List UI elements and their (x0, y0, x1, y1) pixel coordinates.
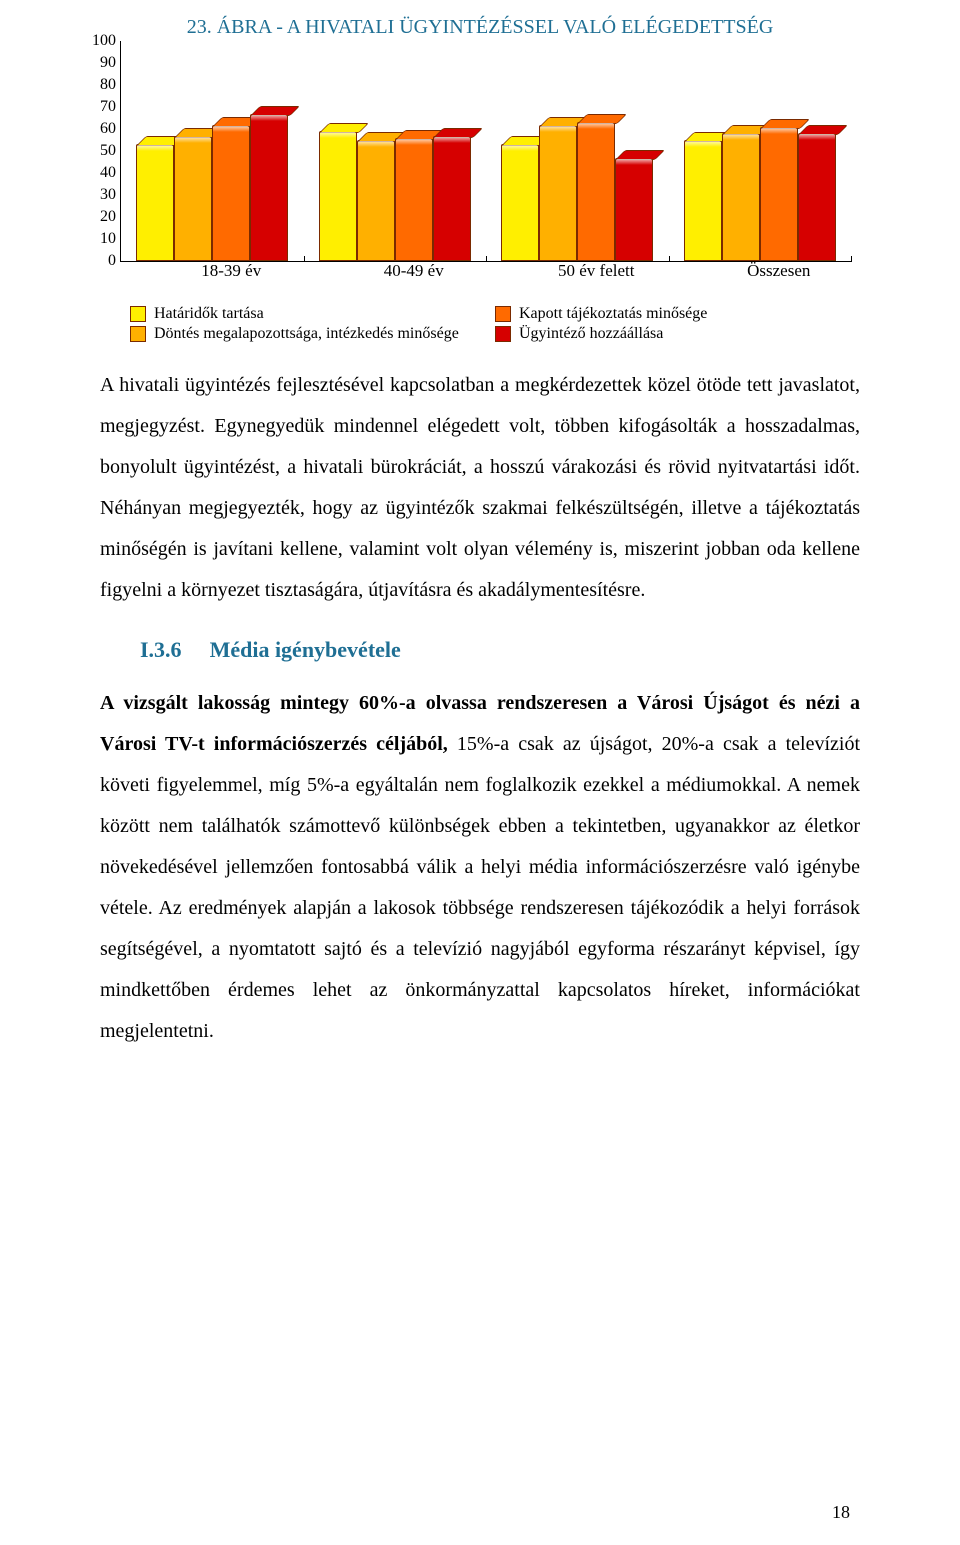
chart-bar (577, 122, 615, 261)
legend-swatch (495, 306, 511, 322)
legend-item: Döntés megalapozottsága, intézkedés minő… (130, 325, 495, 343)
paragraph-2-rest: 15%-a csak az újságot, 20%-a csak a tele… (100, 733, 860, 1042)
y-tick-label: 30 (80, 186, 116, 204)
legend-item: Határidők tartása (130, 305, 495, 323)
section-heading: I.3.6 Média igénybevétele (140, 637, 860, 663)
legend-swatch (495, 326, 511, 342)
legend-swatch (130, 326, 146, 342)
chart-bar (433, 136, 471, 261)
legend-label: Kapott tájékoztatás minősége (519, 305, 707, 323)
paragraph-1: A hivatali ügyintézés fejlesztésével kap… (100, 365, 860, 611)
x-category-label: Összesen (747, 261, 810, 281)
legend-label: Határidők tartása (154, 305, 264, 323)
y-tick-label: 40 (80, 164, 116, 182)
chart-bar (395, 138, 433, 261)
y-tick-label: 60 (80, 120, 116, 138)
x-category-label: 40-49 év (384, 261, 444, 281)
x-category-label: 18-39 év (201, 261, 261, 281)
chart-bar (615, 158, 653, 261)
y-tick-label: 90 (80, 54, 116, 72)
chart-bar (319, 131, 357, 261)
chart-bar (136, 144, 174, 261)
page-number: 18 (832, 1502, 850, 1523)
chart-bar (250, 114, 288, 261)
legend-label: Ügyintéző hozzáállása (519, 325, 663, 343)
chart-bar (212, 125, 250, 261)
chart-bar (798, 133, 836, 261)
chart-bar (760, 127, 798, 261)
chart-bar (539, 125, 577, 261)
bar-chart: 0102030405060708090100 18-39 év40-49 év5… (120, 41, 850, 291)
chart-bar (501, 144, 539, 261)
legend-item: Ügyintéző hozzáállása (495, 325, 860, 343)
y-tick-label: 50 (80, 142, 116, 160)
legend-item: Kapott tájékoztatás minősége (495, 305, 860, 323)
y-tick-label: 20 (80, 208, 116, 226)
y-tick-label: 80 (80, 76, 116, 94)
chart-bar (684, 140, 722, 261)
chart-bar (174, 136, 212, 261)
y-tick-label: 0 (80, 252, 116, 270)
section-number: I.3.6 (140, 637, 182, 662)
y-tick-label: 70 (80, 98, 116, 116)
chart-bar (722, 133, 760, 261)
chart-title: 23. ÁBRA - A HIVATALI ÜGYINTÉZÉSSEL VALÓ… (100, 16, 860, 39)
chart-legend: Határidők tartása Döntés megalapozottsága… (130, 305, 860, 345)
paragraph-2: A vizsgált lakosság mintegy 60%-a olvass… (100, 683, 860, 1052)
section-title: Média igénybevétele (210, 637, 401, 662)
x-category-label: 50 év felett (558, 261, 634, 281)
legend-label: Döntés megalapozottsága, intézkedés minő… (154, 325, 459, 343)
chart-bar (357, 140, 395, 261)
legend-swatch (130, 306, 146, 322)
y-tick-label: 100 (80, 32, 116, 50)
y-tick-label: 10 (80, 230, 116, 248)
